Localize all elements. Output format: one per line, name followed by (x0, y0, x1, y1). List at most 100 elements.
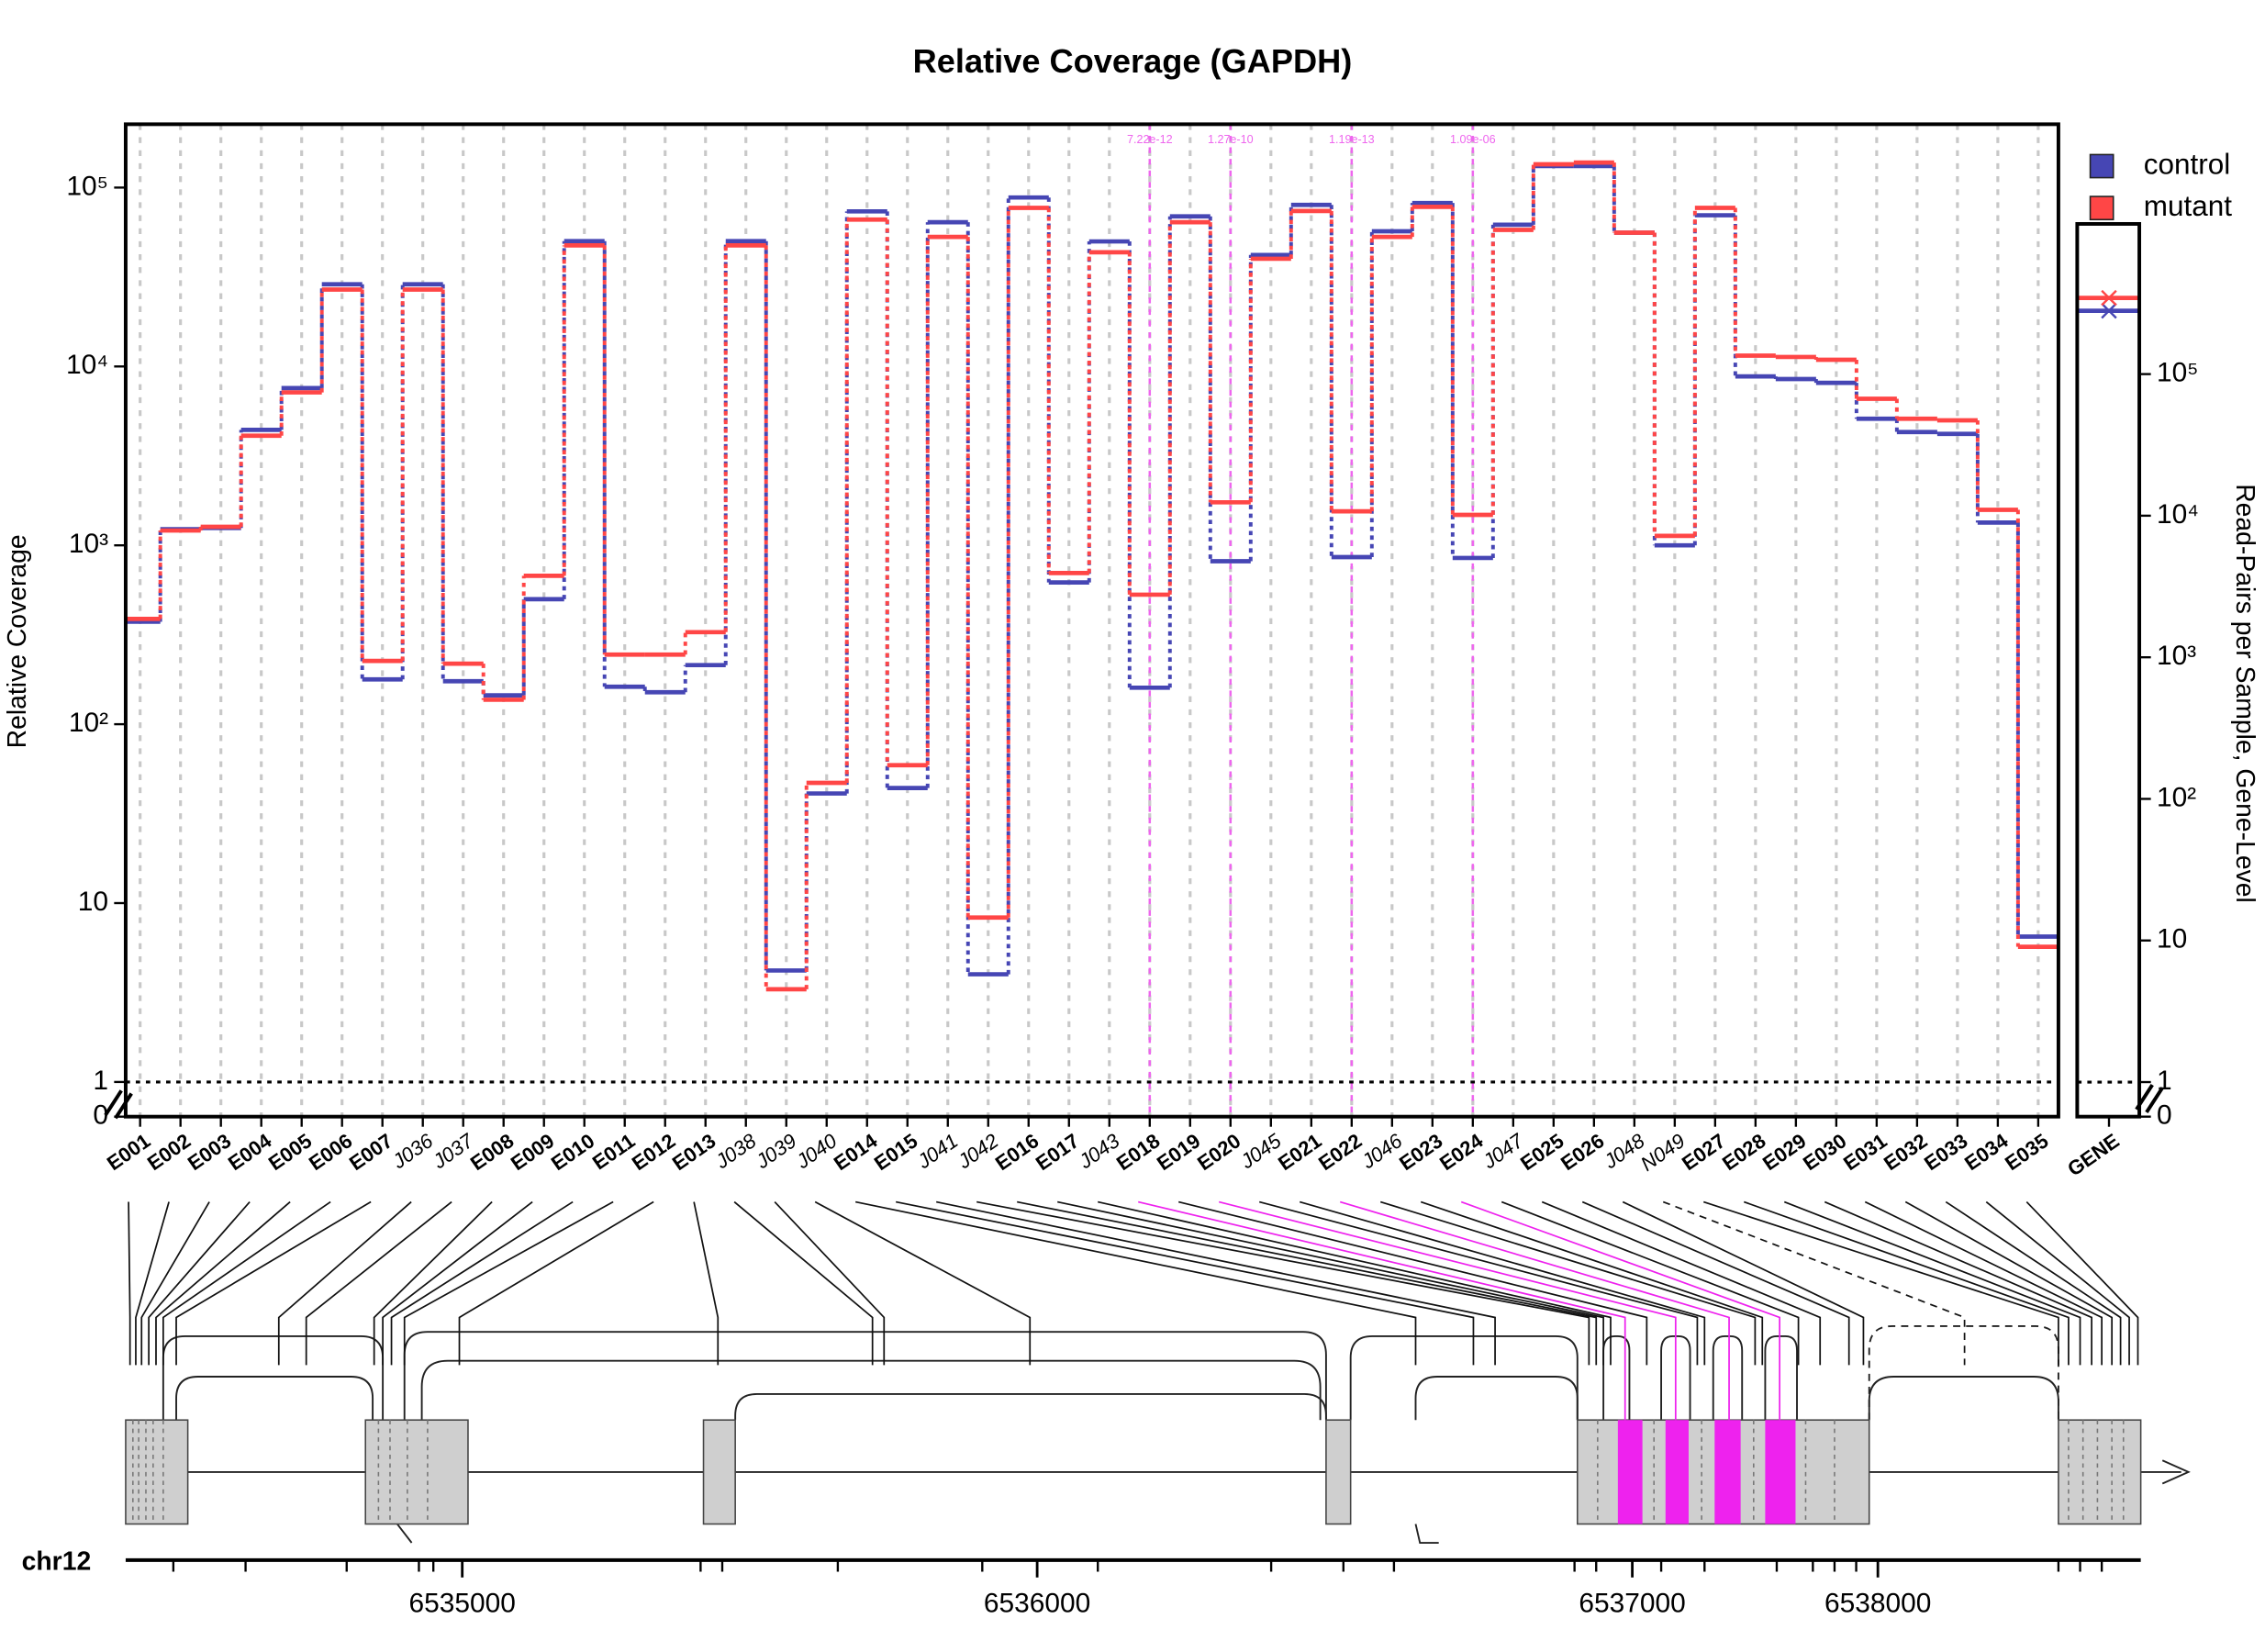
junction-arc (403, 1331, 1327, 1421)
label-connector (1218, 1200, 1677, 1421)
label-connector (693, 1201, 720, 1366)
exon (1325, 1419, 1352, 1525)
exon (364, 1419, 469, 1525)
exons (125, 1419, 2142, 1525)
track-tick-label: 6538000 (1824, 1589, 1931, 1619)
exon-divider (132, 1420, 2125, 1524)
y-tick-label: 10⁴ (66, 350, 108, 380)
junction-arc (1712, 1334, 1744, 1421)
significance-label: 1.09e-06 (1450, 133, 1496, 146)
junction-arc (1414, 1376, 1579, 1421)
gene-level-marker (2101, 302, 2117, 319)
exon-highlight (1617, 1420, 1643, 1524)
label-connector (1339, 1200, 1730, 1421)
label-connector (976, 1200, 1590, 1366)
label-connector (733, 1200, 874, 1366)
label-connector (277, 1200, 412, 1366)
significance-label: 1.19e-13 (1329, 133, 1375, 146)
label-connector (814, 1200, 1032, 1366)
legend-swatch (2089, 195, 2114, 221)
track-tick-label: 6536000 (984, 1589, 1090, 1619)
strand-arrow (2161, 1459, 2191, 1485)
label-connector (1783, 1200, 2081, 1366)
label-connector (1057, 1200, 1604, 1366)
exon-highlight (1765, 1420, 1796, 1524)
label-connector (1501, 1200, 1800, 1366)
label-connector (935, 1200, 1496, 1366)
label-connector (1017, 1200, 1598, 1366)
y-tick-label: 10² (69, 708, 108, 738)
exon-tick (396, 1523, 1439, 1544)
label-connector (1824, 1200, 2092, 1366)
label-connector (373, 1200, 493, 1366)
y2-tick-label: 10⁴ (2157, 499, 2199, 530)
label-connector (1177, 1200, 1648, 1366)
legend-label: control (2144, 148, 2230, 180)
label-connector (1581, 1200, 1850, 1366)
junction-arc (734, 1392, 1327, 1421)
label-connector (1460, 1200, 1781, 1421)
label-connector (128, 1201, 131, 1366)
junction-arc (162, 1334, 385, 1421)
label-connector (1258, 1200, 1699, 1366)
label-connector (1420, 1200, 1764, 1366)
exon (702, 1419, 736, 1525)
label-connector (1702, 1200, 2059, 1366)
y-tick-label: 10 (78, 887, 108, 917)
track-tick-label: 6537000 (1579, 1589, 1685, 1619)
exon (2058, 1419, 2142, 1525)
y-tick-label: 1 (93, 1066, 108, 1096)
label-connector (390, 1200, 574, 1366)
significance-label: 7.22e-12 (1127, 133, 1173, 146)
y2-axis-label: Read-Pairs per Sample, Gene-Level (2230, 484, 2259, 903)
label-connector (403, 1200, 614, 1366)
label-connector (1904, 1200, 2114, 1366)
legend-swatch (2089, 153, 2114, 179)
exon-highlight (1665, 1420, 1689, 1524)
y2-tick-label: 0 (2157, 1100, 2172, 1131)
label-connector (1864, 1200, 2103, 1366)
junction-arc (1349, 1334, 1579, 1421)
y-tick-label: 10³ (69, 529, 108, 559)
legend-label: mutant (2144, 190, 2232, 222)
label-connector (1945, 1200, 2122, 1366)
label-connector (1743, 1200, 2070, 1366)
label-connector (1379, 1200, 1757, 1366)
exon-highlight (1714, 1420, 1741, 1524)
track-label: chr12 (22, 1547, 92, 1577)
label-connector (305, 1200, 452, 1366)
chart-title: Relative Coverage (GAPDH) (913, 42, 1353, 80)
label-connector (774, 1200, 886, 1366)
label-connector (854, 1200, 1417, 1366)
y2-tick-label: 10 (2157, 924, 2187, 954)
plot-frame (123, 122, 2060, 1119)
label-connector (175, 1200, 372, 1366)
label-connector (1299, 1200, 1706, 1366)
label-connector (162, 1200, 331, 1366)
track-tick-label: 6535000 (408, 1589, 515, 1619)
label-connector (155, 1200, 291, 1366)
y-tick-label: 0 (93, 1100, 108, 1131)
y2-tick-label: 10² (2157, 782, 2196, 812)
junction-arc (420, 1359, 1322, 1421)
label-connector (895, 1200, 1475, 1366)
label-connector (1985, 1200, 2130, 1366)
y-tick-label: 10⁵ (66, 171, 108, 201)
label-connector (148, 1200, 251, 1366)
label-connector (2025, 1200, 2139, 1366)
y2-tick-label: 10³ (2157, 641, 2196, 671)
gene-level-marker (2101, 289, 2117, 307)
label-connector (1622, 1200, 1865, 1366)
y2-tick-label: 10⁵ (2157, 358, 2199, 388)
label-connector (1098, 1200, 1612, 1366)
significance-label: 1.27e-10 (1208, 133, 1254, 146)
label-connector (1541, 1200, 1822, 1366)
axis-break (104, 1089, 133, 1120)
label-connector (140, 1201, 210, 1366)
junction-arc (1868, 1376, 2059, 1421)
exon (125, 1419, 189, 1525)
junction-arc (1764, 1334, 1798, 1421)
junction-arc (1868, 1324, 2059, 1421)
